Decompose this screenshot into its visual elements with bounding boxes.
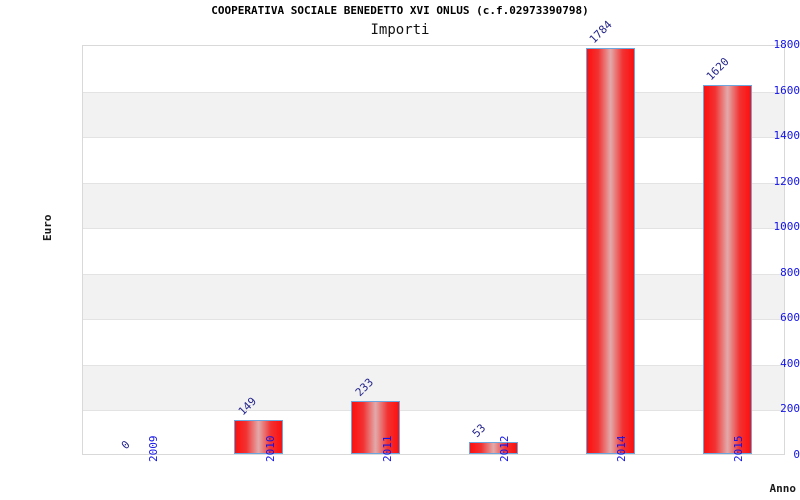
x-tick-label: 2014 <box>615 435 629 463</box>
bar[interactable] <box>702 85 752 454</box>
x-tick-label: 2011 <box>380 435 394 463</box>
gridline <box>83 137 784 138</box>
bar[interactable] <box>234 420 284 454</box>
gridline <box>83 274 784 275</box>
gridline <box>83 319 784 320</box>
bar[interactable] <box>351 400 401 454</box>
chart-title: COOPERATIVA SOCIALE BENEDETTO XVI ONLUS … <box>211 4 589 17</box>
x-tick-label: 2015 <box>732 435 746 463</box>
gridline <box>83 365 784 366</box>
y-axis-title: Euro <box>41 214 54 242</box>
y-tick-label: 1800 <box>773 38 800 51</box>
plot-band <box>83 273 784 320</box>
x-axis-title: Anno <box>769 482 797 495</box>
y-tick-label: 600 <box>780 311 800 325</box>
y-tick-label: 200 <box>780 402 800 416</box>
y-tick-label: 1000 <box>773 220 800 234</box>
bar[interactable] <box>468 441 518 454</box>
plot-band <box>83 182 784 229</box>
x-tick-label: 2012 <box>498 435 512 463</box>
x-tick-label: 2010 <box>263 435 277 463</box>
bar[interactable] <box>585 47 635 454</box>
y-tick-label: 400 <box>780 356 800 370</box>
y-tick-label: 1200 <box>773 174 800 188</box>
plot-band <box>83 91 784 138</box>
y-tick-label: 800 <box>780 265 800 279</box>
x-tick-label: 2009 <box>146 435 160 463</box>
y-tick-label: 1600 <box>773 83 800 97</box>
y-tick-label: 0 <box>793 448 800 461</box>
plot-band <box>83 364 784 411</box>
gridline <box>83 410 784 411</box>
gridline <box>83 183 784 184</box>
y-tick-label: 1400 <box>773 129 800 143</box>
plot-area <box>82 45 785 455</box>
gridline <box>83 228 784 229</box>
chart-subtitle: Importi <box>370 22 430 38</box>
gridline <box>83 92 784 93</box>
